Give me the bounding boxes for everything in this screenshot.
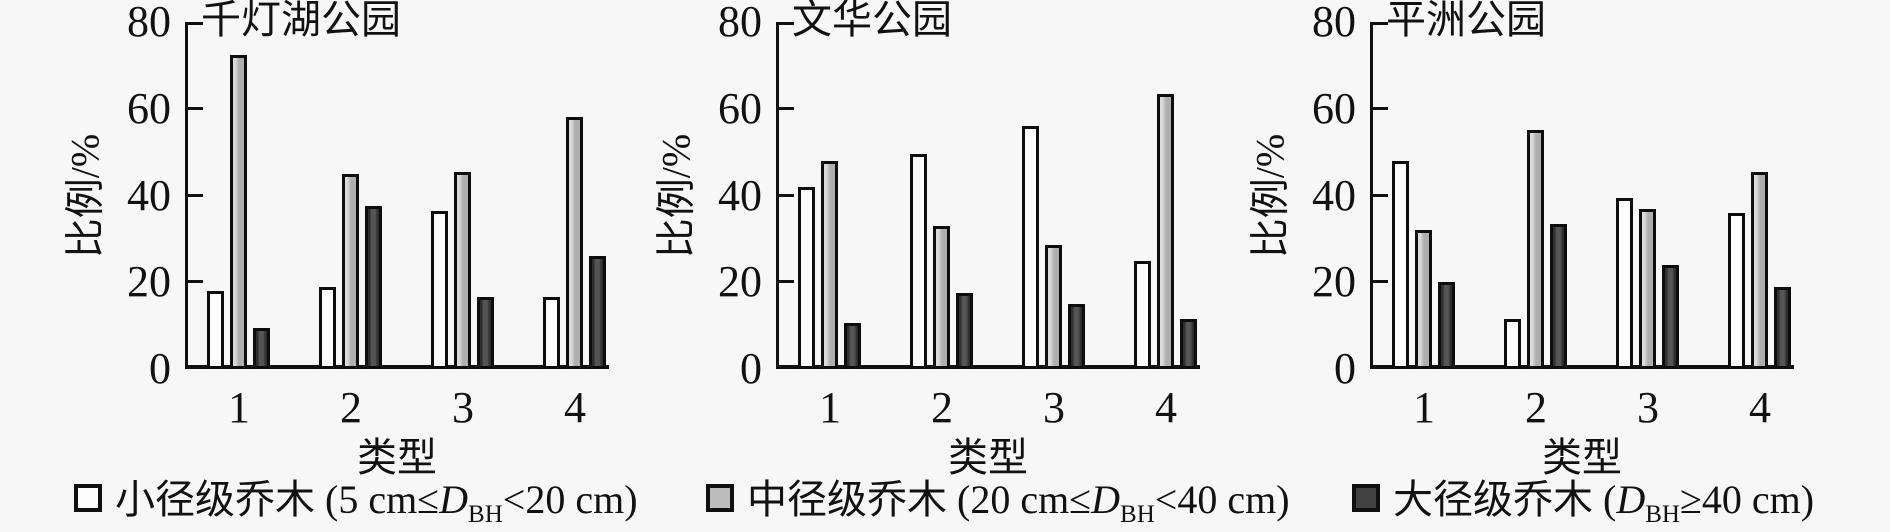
x-axis-label: 类型	[948, 435, 1028, 480]
y-tick-label: 20	[127, 257, 171, 307]
bar-large-type3	[1068, 304, 1085, 369]
bar-mid-type4	[1751, 172, 1768, 369]
x-axis-label: 类型	[1542, 435, 1622, 480]
bar-small-type4	[1134, 261, 1151, 369]
x-tick-label: 3	[1637, 383, 1659, 432]
y-tick-label: 80	[1312, 0, 1356, 46]
bar-small-type1	[207, 291, 224, 369]
bar-small-type3	[1022, 126, 1039, 369]
x-tick-label: 1	[1413, 383, 1435, 432]
x-tick-label: 3	[1043, 383, 1065, 432]
bar-mid-type2	[933, 226, 950, 369]
x-tick-label: 4	[564, 383, 586, 432]
bar-mid-type4	[566, 117, 583, 369]
bar-large-type3	[477, 297, 494, 369]
y-tick-label: 40	[127, 170, 171, 220]
bar-mid-type4	[1157, 94, 1174, 369]
x-tick-label: 3	[452, 383, 474, 432]
bar-small-type2	[910, 154, 927, 369]
x-tick-label: 4	[1749, 383, 1771, 432]
plot-area	[185, 22, 609, 369]
bar-small-type3	[431, 211, 448, 369]
y-tick-label: 0	[740, 344, 762, 393]
chart-panel-wenhua-park: 比例/% 0 20 40 60 80 文华公园 1 2 3 4 类型	[630, 0, 1260, 532]
y-tick-mark	[779, 22, 794, 25]
y-tick-mark	[1373, 106, 1388, 110]
y-tick-mark	[779, 106, 794, 110]
bar-mid-type2	[342, 174, 359, 369]
x-tick-label: 4	[1155, 383, 1177, 432]
bar-large-type1	[1438, 282, 1455, 369]
y-tick-label: 0	[1334, 344, 1356, 393]
bar-mid-type3	[454, 172, 471, 369]
bar-small-type2	[1504, 319, 1521, 369]
bar-large-type3	[1662, 265, 1679, 369]
bar-small-type1	[1392, 161, 1409, 369]
y-tick-label: 20	[1312, 257, 1356, 307]
y-tick-mark	[1373, 193, 1388, 197]
bar-small-type2	[319, 287, 336, 369]
y-tick-label: 60	[718, 83, 762, 133]
y-tick-mark	[188, 106, 203, 110]
bar-mid-type1	[230, 55, 247, 369]
y-tick-label: 80	[127, 0, 171, 46]
y-tick-label: 0	[149, 344, 171, 393]
x-tick-label: 2	[1525, 383, 1547, 432]
bar-large-type1	[253, 328, 270, 369]
chart-title: 文华公园	[792, 0, 952, 42]
x-tick-label: 2	[931, 383, 953, 432]
y-tick-mark	[188, 193, 203, 197]
y-tick-mark	[1373, 280, 1388, 284]
y-tick-mark	[188, 22, 203, 25]
y-tick-mark	[1373, 22, 1388, 25]
bar-large-type2	[956, 293, 973, 369]
y-tick-label: 40	[718, 170, 762, 220]
bar-small-type3	[1616, 198, 1633, 369]
plot-area	[776, 22, 1200, 369]
bar-mid-type1	[1415, 230, 1432, 369]
x-tick-label: 1	[819, 383, 841, 432]
bar-large-type1	[844, 323, 861, 369]
bar-large-type4	[1774, 287, 1791, 369]
y-tick-mark	[779, 280, 794, 284]
x-tick-label: 2	[340, 383, 362, 432]
bar-large-type4	[1180, 319, 1197, 369]
y-tick-label: 40	[1312, 170, 1356, 220]
x-axis-label: 类型	[357, 435, 437, 480]
bar-small-type1	[798, 187, 815, 369]
bar-mid-type3	[1639, 209, 1656, 369]
bar-small-type4	[543, 297, 560, 369]
bar-large-type2	[1550, 224, 1567, 369]
x-tick-label: 1	[228, 383, 250, 432]
y-tick-label: 60	[1312, 83, 1356, 133]
bar-mid-type1	[821, 161, 838, 369]
y-tick-mark	[779, 193, 794, 197]
bar-small-type4	[1728, 213, 1745, 369]
bar-large-type4	[589, 256, 606, 369]
plot-area	[1370, 22, 1794, 369]
chart-panel-qiandenghu-park: 比例/% 0 20 40 60 80 千灯湖公园 1 2 3 4 类型	[0, 0, 630, 532]
chart-panel-pingzhou-park: 比例/% 0 20 40 60 80 平洲公园 1 2 3 4 类型	[1248, 0, 1890, 532]
y-tick-mark	[188, 280, 203, 284]
chart-title: 平洲公园	[1386, 0, 1546, 42]
y-tick-label: 20	[718, 257, 762, 307]
y-tick-label: 60	[127, 83, 171, 133]
bar-mid-type3	[1045, 245, 1062, 369]
y-tick-label: 80	[718, 0, 762, 46]
bar-large-type2	[365, 206, 382, 369]
bar-mid-type2	[1527, 130, 1544, 369]
chart-title: 千灯湖公园	[201, 0, 401, 42]
